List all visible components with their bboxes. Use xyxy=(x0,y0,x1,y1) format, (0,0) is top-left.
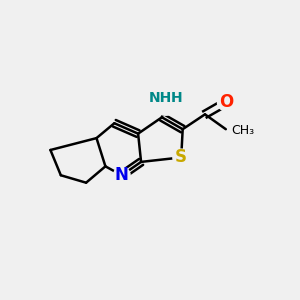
Circle shape xyxy=(113,167,130,184)
Circle shape xyxy=(218,94,234,111)
Circle shape xyxy=(152,87,180,115)
Text: N: N xyxy=(115,166,129,184)
Text: S: S xyxy=(175,148,187,166)
Text: O: O xyxy=(219,93,233,111)
Text: CH₃: CH₃ xyxy=(232,124,255,137)
Circle shape xyxy=(173,149,190,166)
Text: H: H xyxy=(171,91,183,105)
Text: NH: NH xyxy=(149,91,172,105)
